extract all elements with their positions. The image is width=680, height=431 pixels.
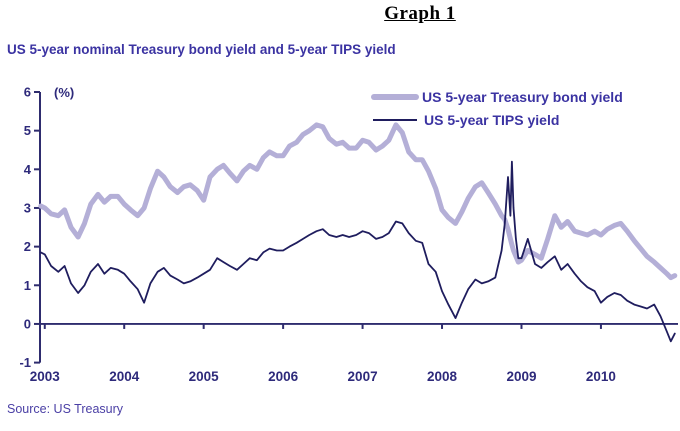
y-tick-label: 5	[24, 123, 31, 138]
y-tick-label: 4	[24, 162, 32, 177]
treasury-line	[38, 122, 678, 281]
source-note: Source: US Treasury	[7, 402, 124, 416]
y-tick-label: 1	[24, 278, 31, 293]
unit-label: (%)	[54, 85, 74, 100]
x-tick-label: 2009	[506, 369, 536, 384]
x-tick-label: 2008	[427, 369, 458, 384]
y-tick-label: -1	[19, 355, 31, 370]
x-tick-label: 2003	[30, 369, 61, 384]
x-tick-label: 2005	[189, 369, 220, 384]
x-tick-label: 2010	[586, 369, 616, 384]
tips-line-swatch	[373, 118, 417, 121]
chart-legend: US 5-year Treasury bond yield US 5-year …	[371, 85, 623, 131]
y-tick-label: 2	[24, 239, 31, 254]
legend-item-treasury: US 5-year Treasury bond yield	[371, 85, 623, 108]
page-title: Graph 1	[384, 3, 456, 24]
legend-label-treasury: US 5-year Treasury bond yield	[422, 88, 623, 105]
y-tick-label: 0	[24, 316, 31, 331]
x-tick-label: 2007	[348, 369, 378, 384]
y-tick-label: 3	[24, 200, 31, 215]
legend-item-tips: US 5-year TIPS yield	[371, 108, 623, 131]
y-tick-label: 6	[24, 85, 31, 100]
chart-title: US 5-year nominal Treasury bond yield an…	[7, 42, 396, 57]
treasury-line-swatch	[371, 93, 419, 100]
x-tick-label: 2004	[109, 369, 140, 384]
legend-label-tips: US 5-year TIPS yield	[424, 111, 560, 128]
line-chart: -1 0 1 2 3 4 5 6 2003 2004 2005 2006 2007 2008 2009 201…	[19, 85, 678, 384]
tips-line	[39, 160, 676, 343]
x-tick-label: 2006	[268, 369, 299, 384]
